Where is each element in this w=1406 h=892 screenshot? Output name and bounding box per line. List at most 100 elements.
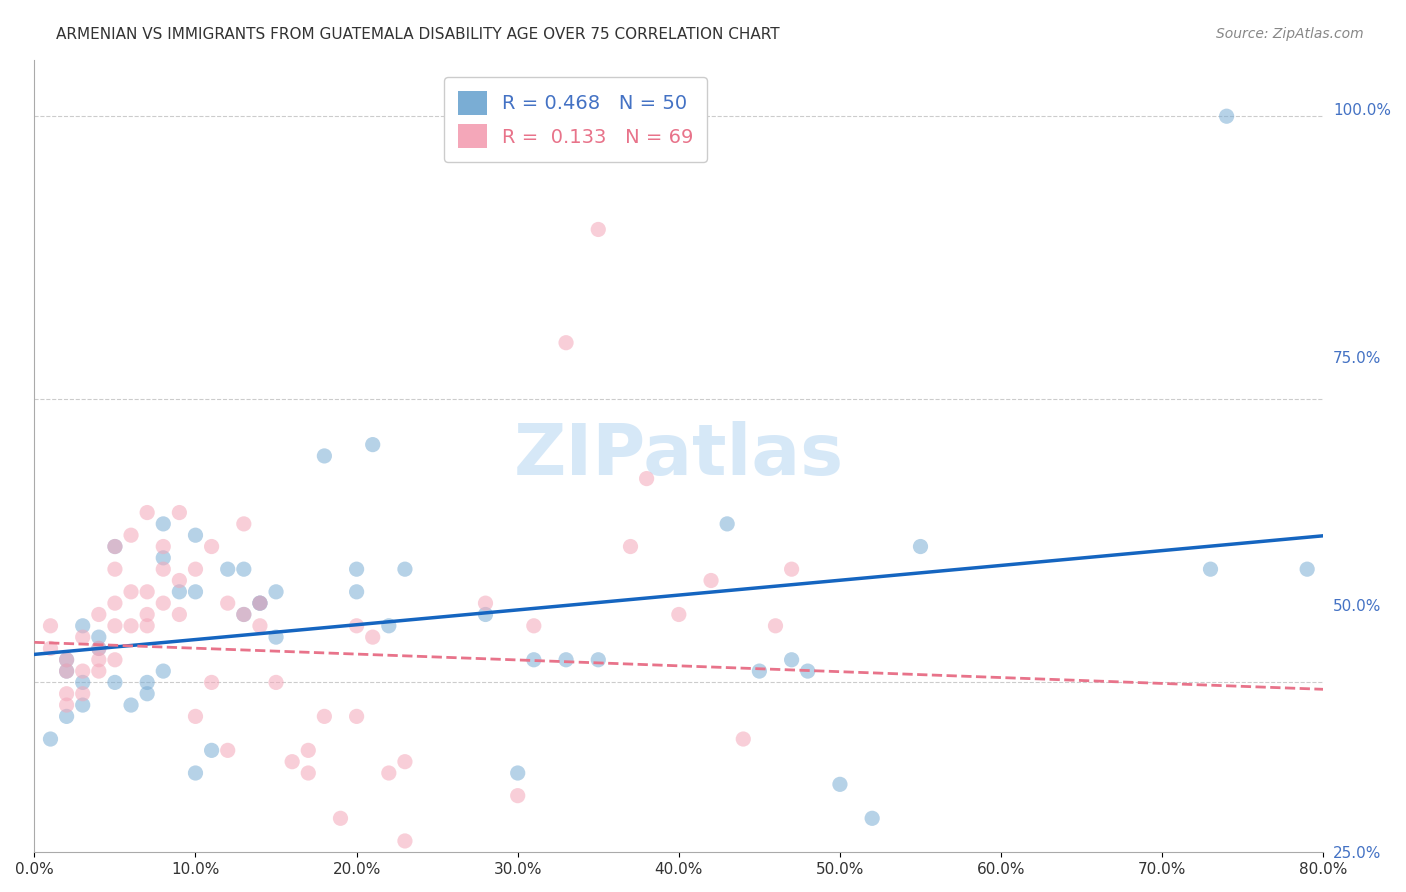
Point xyxy=(72,619,94,633)
Point xyxy=(136,619,159,633)
Point xyxy=(314,449,336,463)
Point xyxy=(1215,109,1237,123)
Point xyxy=(1199,562,1222,576)
Point xyxy=(217,596,239,610)
Point xyxy=(169,506,191,520)
Point xyxy=(55,653,77,667)
Point xyxy=(184,562,207,576)
Point xyxy=(555,335,578,350)
Point xyxy=(136,675,159,690)
Point xyxy=(55,664,77,678)
Point xyxy=(232,562,254,576)
Point xyxy=(152,550,174,565)
Point xyxy=(619,540,641,554)
Point xyxy=(72,698,94,712)
Point xyxy=(474,607,496,622)
Point xyxy=(72,630,94,644)
Point xyxy=(55,664,77,678)
Point xyxy=(184,584,207,599)
Point xyxy=(748,664,770,678)
Point xyxy=(910,540,932,554)
Point xyxy=(152,562,174,576)
Text: ZIPatlas: ZIPatlas xyxy=(513,421,844,491)
Point xyxy=(249,596,271,610)
Point xyxy=(87,641,110,656)
Point xyxy=(217,743,239,757)
Point xyxy=(555,653,578,667)
Point xyxy=(152,596,174,610)
Point xyxy=(860,811,883,825)
Point xyxy=(780,653,803,667)
Point xyxy=(87,653,110,667)
Point xyxy=(55,687,77,701)
Point xyxy=(55,653,77,667)
Point xyxy=(264,675,287,690)
Point xyxy=(636,472,658,486)
Point xyxy=(136,607,159,622)
Point xyxy=(72,687,94,701)
Point xyxy=(394,562,416,576)
Point xyxy=(152,664,174,678)
Point xyxy=(780,562,803,576)
Text: Source: ZipAtlas.com: Source: ZipAtlas.com xyxy=(1216,27,1364,41)
Point xyxy=(523,619,546,633)
Point xyxy=(39,619,62,633)
Point xyxy=(232,607,254,622)
Point xyxy=(281,755,304,769)
Point xyxy=(87,641,110,656)
Point xyxy=(474,596,496,610)
Point xyxy=(169,574,191,588)
Point xyxy=(72,664,94,678)
Point xyxy=(120,584,142,599)
Point xyxy=(232,607,254,622)
Point xyxy=(136,506,159,520)
Point xyxy=(588,222,610,236)
Point xyxy=(104,540,127,554)
Point xyxy=(104,540,127,554)
Point xyxy=(72,675,94,690)
Point xyxy=(297,743,319,757)
Point xyxy=(184,766,207,780)
Point xyxy=(104,562,127,576)
Point xyxy=(152,516,174,531)
Point xyxy=(378,619,401,633)
Point xyxy=(346,584,368,599)
Point xyxy=(765,619,787,633)
Point xyxy=(120,528,142,542)
Point xyxy=(136,584,159,599)
Point xyxy=(217,562,239,576)
Point xyxy=(314,709,336,723)
Point xyxy=(394,755,416,769)
Point xyxy=(104,653,127,667)
Point xyxy=(523,653,546,667)
Point xyxy=(55,698,77,712)
Point xyxy=(796,664,818,678)
Point xyxy=(588,653,610,667)
Point xyxy=(506,789,529,803)
Point xyxy=(87,607,110,622)
Point xyxy=(361,437,384,451)
Point xyxy=(329,811,352,825)
Point xyxy=(249,596,271,610)
Point xyxy=(120,619,142,633)
Point xyxy=(184,709,207,723)
Point xyxy=(668,607,690,622)
Point xyxy=(200,675,222,690)
Point xyxy=(506,766,529,780)
Point xyxy=(184,528,207,542)
Point xyxy=(264,630,287,644)
Legend: R = 0.468   N = 50, R =  0.133   N = 69: R = 0.468 N = 50, R = 0.133 N = 69 xyxy=(444,78,707,161)
Point xyxy=(136,687,159,701)
Point xyxy=(346,709,368,723)
Point xyxy=(716,516,738,531)
Text: ARMENIAN VS IMMIGRANTS FROM GUATEMALA DISABILITY AGE OVER 75 CORRELATION CHART: ARMENIAN VS IMMIGRANTS FROM GUATEMALA DI… xyxy=(56,27,780,42)
Point xyxy=(378,766,401,780)
Point xyxy=(828,777,851,791)
Point xyxy=(200,743,222,757)
Point xyxy=(55,709,77,723)
Point xyxy=(700,574,723,588)
Point xyxy=(39,732,62,747)
Point xyxy=(120,698,142,712)
Point xyxy=(394,834,416,848)
Point xyxy=(1296,562,1319,576)
